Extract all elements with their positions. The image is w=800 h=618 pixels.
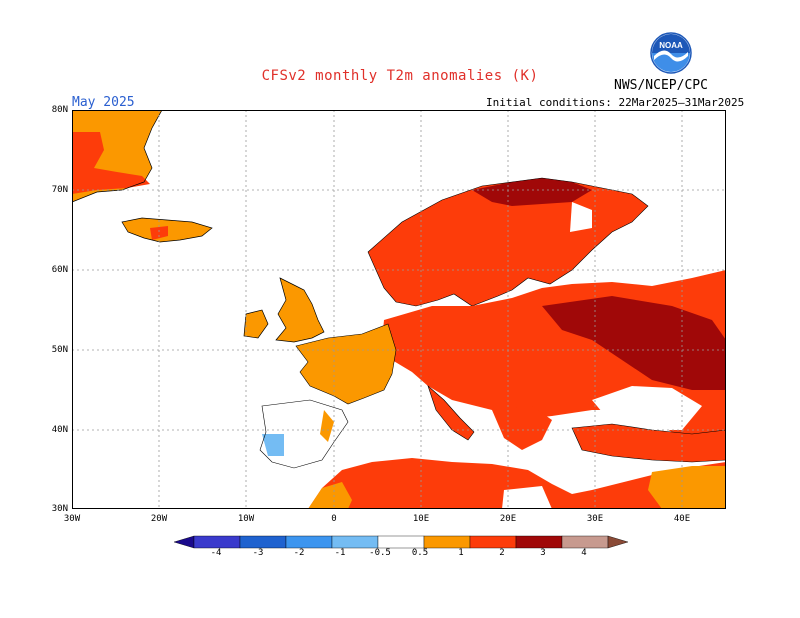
colorbar-tick: 0.5 <box>411 548 429 558</box>
lon-label: 30E <box>586 514 604 524</box>
colorbar-swatch <box>285 535 333 549</box>
colorbar-swatch <box>174 535 195 549</box>
noaa-logo: NOAA <box>650 32 692 74</box>
lon-label: 10E <box>412 514 430 524</box>
map-title: CFSv2 monthly T2m anomalies (K) <box>261 68 539 84</box>
lon-label: 10W <box>237 514 255 524</box>
greenland-region <box>72 110 163 203</box>
lat-label: 80N <box>51 105 68 115</box>
lon-label: 20W <box>150 514 168 524</box>
colorbar-tick: -2 <box>293 548 305 558</box>
colorbar-tick: -0.5 <box>369 548 391 558</box>
colorbar-tick: -3 <box>252 548 264 558</box>
grid-lines <box>72 110 726 509</box>
colorbar-tick: -4 <box>210 548 222 558</box>
colorbar-swatch <box>331 535 379 549</box>
lat-label: 70N <box>51 185 68 195</box>
colorbar-swatch <box>469 535 517 549</box>
colorbar <box>174 535 628 549</box>
colorbar-tick: 2 <box>499 548 505 558</box>
lon-label: 0 <box>331 514 337 524</box>
iberia-region <box>259 399 349 469</box>
anatolia-region <box>571 423 726 463</box>
colorbar-swatch <box>423 535 471 549</box>
colorbar-swatch <box>239 535 287 549</box>
lat-label: 40N <box>51 425 68 435</box>
lat-label: 60N <box>51 265 68 275</box>
colorbar-swatch <box>193 535 241 549</box>
lon-label: 40E <box>673 514 691 524</box>
colorbar-tick: 3 <box>540 548 546 558</box>
svg-text:NOAA: NOAA <box>659 41 683 50</box>
colorbar-tick: -1 <box>334 548 346 558</box>
colorbar-swatch <box>607 535 628 549</box>
italy-balkans-region <box>427 385 552 450</box>
british-isles-region <box>243 277 325 343</box>
lat-label: 50N <box>51 345 68 355</box>
month-label: May 2025 <box>72 95 135 110</box>
colorbar-tick: 1 <box>458 548 464 558</box>
agency-label: NWS/NCEP/CPC <box>614 78 708 93</box>
anomaly-map <box>72 110 726 509</box>
lat-label: 30N <box>51 504 68 514</box>
initial-conditions-label: Initial conditions: 22Mar2025–31Mar2025 <box>486 96 745 109</box>
colorbar-swatch <box>377 535 425 549</box>
france-region <box>295 323 397 405</box>
colorbar-swatch <box>561 535 609 549</box>
lon-label: 20E <box>499 514 517 524</box>
map-frame <box>72 110 726 509</box>
continental-europe-region <box>382 270 726 440</box>
colorbar-swatch <box>515 535 563 549</box>
lon-label: 30W <box>63 514 81 524</box>
colorbar-tick: 4 <box>581 548 587 558</box>
iceland-region <box>121 217 213 243</box>
north-africa-region <box>308 458 726 509</box>
